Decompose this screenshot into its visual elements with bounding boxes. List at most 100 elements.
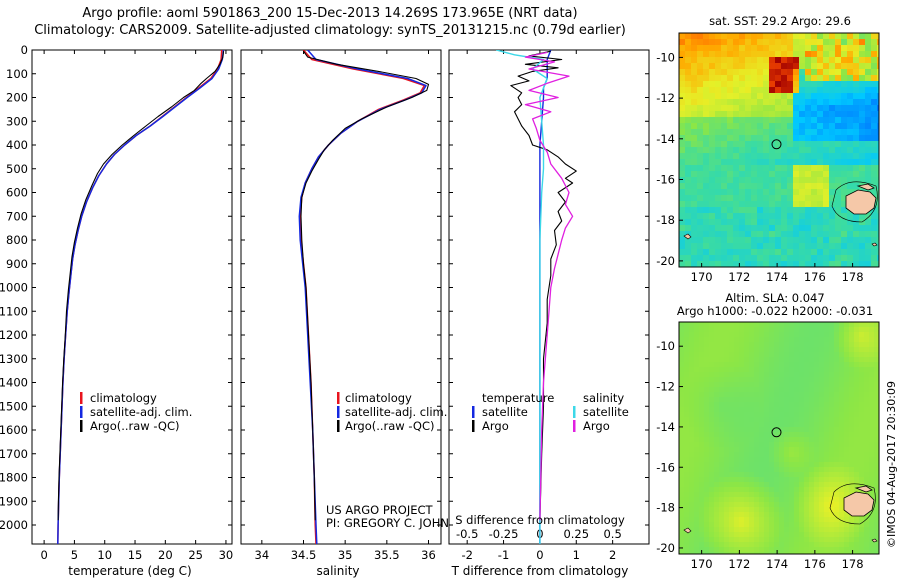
heatmap-cell — [739, 377, 745, 383]
heatmap-cell — [679, 171, 686, 178]
heatmap-cell — [799, 213, 806, 220]
heatmap-cell — [877, 141, 879, 148]
heatmap-cell — [709, 427, 715, 433]
heatmap-cell — [739, 189, 746, 196]
heatmap-cell — [854, 327, 860, 333]
heatmap-cell — [874, 382, 879, 388]
heatmap-cell — [733, 33, 740, 40]
heatmap-cell — [809, 432, 815, 438]
heatmap-cell — [754, 542, 760, 548]
heatmap-cell — [715, 75, 722, 82]
heatmap-cell — [865, 135, 872, 142]
heatmap-cell — [685, 105, 692, 112]
heatmap-cell — [679, 75, 686, 82]
heatmap-cell — [749, 392, 755, 398]
heatmap-cell — [805, 171, 812, 178]
heatmap-cell — [794, 402, 800, 408]
heatmap-cell — [779, 422, 785, 428]
heatmap-cell — [834, 462, 840, 468]
heatmap-cell — [759, 462, 765, 468]
heatmap-cell — [839, 507, 845, 513]
heatmap-cell — [841, 39, 848, 46]
sla-map-title: Altim. SLA: 0.047 — [725, 291, 824, 305]
heatmap-cell — [811, 225, 818, 232]
heatmap-cell — [763, 201, 770, 208]
heatmap-cell — [829, 261, 836, 267]
heatmap-cell — [684, 347, 690, 353]
heatmap-cell — [749, 337, 755, 343]
heatmap-cell — [789, 502, 795, 508]
heatmap-cell — [714, 512, 720, 518]
heatmap-cell — [724, 467, 730, 473]
map-x-tick-label: 176 — [804, 557, 826, 571]
heatmap-cell — [769, 219, 776, 226]
heatmap-cell — [691, 39, 698, 46]
heatmap-cell — [709, 111, 716, 118]
heatmap-cell — [864, 342, 870, 348]
legend-label-argo: Argo(..raw -QC) — [345, 419, 435, 433]
heatmap-cell — [877, 129, 879, 136]
heatmap-cell — [775, 207, 782, 214]
heatmap-cell — [824, 457, 830, 463]
heatmap-cell — [769, 372, 775, 378]
heatmap-cell — [775, 261, 782, 267]
heatmap-cell — [757, 63, 764, 70]
heatmap-cell — [859, 377, 865, 383]
heatmap-cell — [834, 452, 840, 458]
heatmap-cell — [763, 51, 770, 58]
heatmap-cell — [775, 87, 782, 94]
legend-label-argo: Argo(..raw -QC) — [90, 419, 180, 433]
heatmap-cell — [694, 327, 700, 333]
heatmap-cell — [853, 171, 860, 178]
heatmap-cell — [859, 105, 866, 112]
heatmap-cell — [829, 141, 836, 148]
heatmap-cell — [734, 457, 740, 463]
heatmap-cell — [789, 457, 795, 463]
heatmap-cell — [811, 177, 818, 184]
heatmap-cell — [865, 69, 872, 76]
difference-depth-ticks — [449, 49, 649, 526]
heatmap-cell — [834, 482, 840, 488]
heatmap-cell — [734, 467, 740, 473]
heatmap-cell — [684, 452, 690, 458]
heatmap-cell — [847, 93, 854, 100]
heatmap-cell — [865, 51, 872, 58]
heatmap-cell — [817, 39, 824, 46]
legend-label-climatology: climatology — [90, 391, 157, 405]
heatmap-cell — [789, 507, 795, 513]
heatmap-cell — [734, 412, 740, 418]
heatmap-cell — [749, 442, 755, 448]
heatmap-cell — [864, 442, 870, 448]
heatmap-cell — [689, 357, 695, 363]
heatmap-cell — [864, 347, 870, 353]
heatmap-cell — [834, 417, 840, 423]
heatmap-cell — [874, 337, 879, 343]
heatmap-cell — [869, 392, 875, 398]
heatmap-cell — [749, 492, 755, 498]
heatmap-cell — [734, 512, 740, 518]
heatmap-cell — [751, 243, 758, 250]
heatmap-cell — [829, 201, 836, 208]
heatmap-cell — [819, 527, 825, 533]
heatmap-cell — [699, 452, 705, 458]
heatmap-cell — [839, 482, 845, 488]
heatmap-cell — [809, 362, 815, 368]
heatmap-cell — [703, 93, 710, 100]
heatmap-cell — [799, 189, 806, 196]
heatmap-cell — [829, 255, 836, 262]
heatmap-cell — [869, 437, 875, 443]
heatmap-cell — [754, 527, 760, 533]
heatmap-cell — [757, 225, 764, 232]
heatmap-cell — [704, 537, 710, 543]
heatmap-cell — [739, 537, 745, 543]
heatmap-cell — [811, 93, 818, 100]
heatmap-cell — [679, 502, 685, 508]
heatmap-cell — [715, 141, 722, 148]
heatmap-cell — [734, 407, 740, 413]
heatmap-cell — [739, 225, 746, 232]
heatmap-cell — [814, 412, 820, 418]
heatmap-cell — [804, 407, 810, 413]
heatmap-cell — [819, 507, 825, 513]
heatmap-cell — [704, 367, 710, 373]
x-tick-label: -2 — [461, 548, 472, 562]
